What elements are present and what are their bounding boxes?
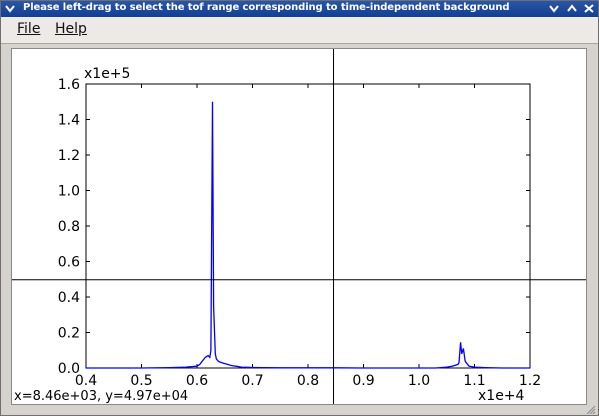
x-multiplier-label: x1e+4 bbox=[478, 388, 525, 404]
y-tick-label: 1.0 bbox=[58, 184, 80, 200]
x-tick-label: 0.9 bbox=[352, 373, 374, 389]
minimize-icon[interactable] bbox=[547, 2, 561, 15]
title-bar[interactable]: Please left-drag to select the tof range… bbox=[1, 1, 598, 17]
x-tick-label: 1.2 bbox=[519, 373, 541, 389]
chevron-down-icon[interactable] bbox=[3, 2, 17, 15]
chart-svg[interactable]: 0.4 0.5 0.6 0.7 0.8 0.9 1.0 1.1 1.2 0.0 0.2 0.4 0.6 0… bbox=[12, 49, 586, 404]
menu-help-label: Help bbox=[55, 21, 87, 37]
x-tick-label: 0.6 bbox=[186, 373, 208, 389]
y-tick-label: 0.2 bbox=[58, 326, 80, 342]
y-tick-label: 0.4 bbox=[58, 290, 80, 306]
y-tick-label: 0.8 bbox=[58, 219, 80, 235]
y-tick-label: 1.2 bbox=[58, 148, 80, 164]
axes-frame bbox=[85, 83, 531, 369]
menu-file[interactable]: File bbox=[17, 21, 40, 37]
plot-canvas[interactable]: 0.4 0.5 0.6 0.7 0.8 0.9 1.0 1.1 1.2 0.0 0.2 0.4 0.6 0… bbox=[11, 48, 587, 405]
x-tick-label: 0.4 bbox=[75, 373, 97, 389]
menu-file-label: File bbox=[17, 21, 41, 37]
maximize-icon[interactable] bbox=[565, 2, 579, 15]
resize-grip-icon[interactable] bbox=[584, 404, 596, 414]
menu-bar: File Help bbox=[1, 17, 598, 44]
status-bar bbox=[1, 405, 598, 415]
window-title: Please left-drag to select the tof range… bbox=[23, 2, 510, 13]
y-multiplier-label: x1e+5 bbox=[84, 66, 130, 82]
cursor-readout: x=8.46e+03, y=4.97e+04 bbox=[14, 389, 188, 404]
x-tick-label: 0.5 bbox=[130, 373, 152, 389]
x-tick-label: 0.7 bbox=[241, 373, 263, 389]
y-tick-label: 0.6 bbox=[58, 255, 80, 271]
x-tick-label: 0.8 bbox=[297, 373, 319, 389]
x-tick-label: 1.0 bbox=[408, 373, 430, 389]
series-line bbox=[86, 101, 530, 369]
x-tick-label: 1.1 bbox=[463, 373, 485, 389]
menu-help[interactable]: Help bbox=[55, 21, 87, 37]
close-icon[interactable] bbox=[582, 2, 596, 15]
y-tick-label: 0.0 bbox=[58, 361, 80, 377]
y-tick-label: 1.4 bbox=[58, 113, 80, 129]
y-tick-label: 1.6 bbox=[58, 77, 80, 93]
